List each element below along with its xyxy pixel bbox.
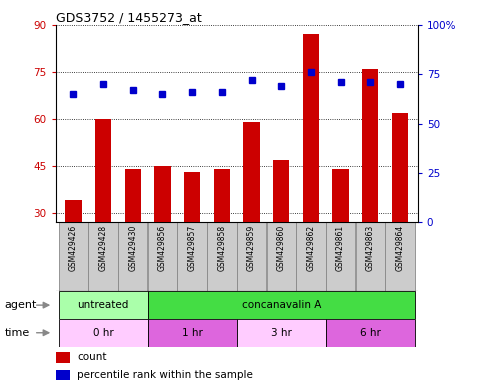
Text: GSM429861: GSM429861 <box>336 225 345 271</box>
Bar <box>326 222 355 291</box>
Bar <box>88 222 118 291</box>
Bar <box>237 222 266 291</box>
Bar <box>56 352 70 362</box>
Text: concanavalin A: concanavalin A <box>242 300 321 310</box>
Bar <box>184 172 200 307</box>
Text: GDS3752 / 1455273_at: GDS3752 / 1455273_at <box>56 11 201 24</box>
Bar <box>58 319 148 347</box>
Text: GSM429862: GSM429862 <box>306 225 315 271</box>
Text: GSM429858: GSM429858 <box>217 225 227 271</box>
Text: GSM429863: GSM429863 <box>366 225 375 271</box>
Text: GSM429857: GSM429857 <box>187 225 197 271</box>
Bar <box>243 122 260 307</box>
Bar <box>237 319 326 347</box>
Bar <box>95 119 111 307</box>
Text: GSM429428: GSM429428 <box>99 225 108 271</box>
Bar <box>58 222 88 291</box>
Text: 1 hr: 1 hr <box>182 328 202 338</box>
Bar <box>385 222 415 291</box>
Text: 3 hr: 3 hr <box>271 328 292 338</box>
Bar <box>207 222 237 291</box>
Bar <box>65 200 82 307</box>
Bar <box>118 222 147 291</box>
Bar <box>148 222 177 291</box>
Text: 0 hr: 0 hr <box>93 328 114 338</box>
Bar <box>355 222 385 291</box>
Text: time: time <box>5 328 30 338</box>
Bar <box>326 319 415 347</box>
Text: GSM429859: GSM429859 <box>247 225 256 271</box>
Text: GSM429430: GSM429430 <box>128 225 137 271</box>
Bar <box>332 169 349 307</box>
Bar <box>148 291 415 319</box>
Bar <box>362 69 379 307</box>
Bar <box>125 169 141 307</box>
Text: GSM429860: GSM429860 <box>277 225 286 271</box>
Bar <box>296 222 326 291</box>
Text: percentile rank within the sample: percentile rank within the sample <box>77 370 253 380</box>
Bar <box>56 370 70 380</box>
Text: 6 hr: 6 hr <box>360 328 381 338</box>
Bar <box>392 113 408 307</box>
Text: count: count <box>77 352 107 362</box>
Text: untreated: untreated <box>77 300 129 310</box>
Bar <box>148 319 237 347</box>
Bar <box>303 34 319 307</box>
Bar <box>154 166 170 307</box>
Text: GSM429864: GSM429864 <box>396 225 404 271</box>
Bar <box>273 160 289 307</box>
Text: GSM429856: GSM429856 <box>158 225 167 271</box>
Bar <box>267 222 296 291</box>
Bar <box>58 291 148 319</box>
Bar <box>213 169 230 307</box>
Text: GSM429426: GSM429426 <box>69 225 78 271</box>
Bar <box>177 222 207 291</box>
Text: agent: agent <box>5 300 37 310</box>
